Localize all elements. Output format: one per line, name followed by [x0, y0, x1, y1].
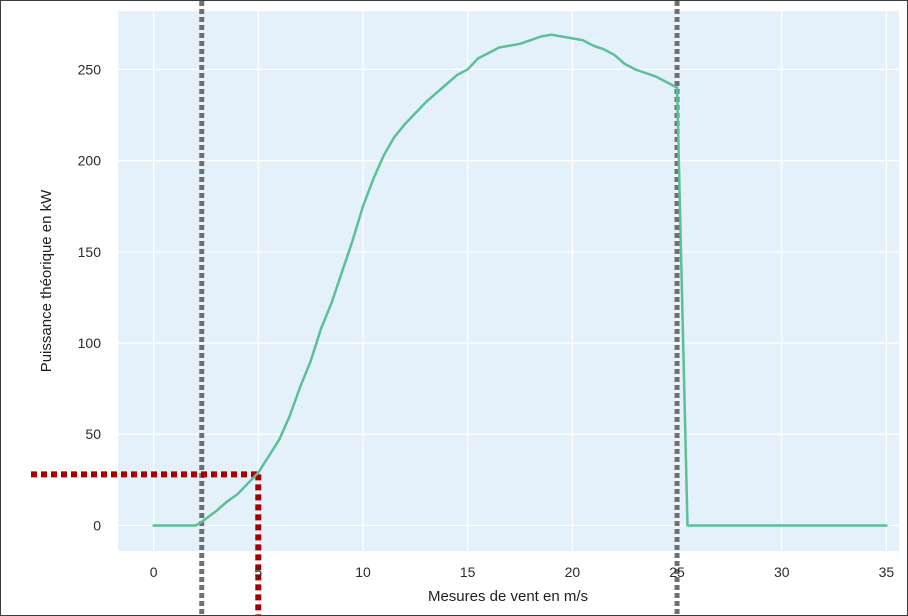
x-tick-label-35: 35 [879, 564, 895, 580]
y-tick-label-200: 200 [78, 153, 102, 169]
x-tick-label-30: 30 [774, 564, 790, 580]
x-tick-label-10: 10 [355, 564, 371, 580]
series-layer [152, 33, 888, 527]
series-line-0 [152, 33, 888, 527]
y-axis-label: Puissance théorique en kW [38, 189, 55, 372]
x-tick-label-15: 15 [460, 564, 476, 580]
y-tick-label-150: 150 [78, 244, 102, 260]
x-axis-label: Mesures de vent en m/s [428, 588, 588, 605]
grid-lines [118, 11, 899, 551]
y-tick-label-100: 100 [78, 335, 102, 351]
x-tick-label-5: 5 [254, 564, 262, 580]
y-tick-labels: 0 50 100 150 200 250 [78, 61, 102, 533]
x-tick-labels: 0 5 10 15 20 25 30 35 [150, 564, 895, 580]
x-tick-label-20: 20 [565, 564, 581, 580]
x-tick-label-0: 0 [150, 564, 158, 580]
y-tick-label-250: 250 [78, 61, 102, 77]
reference-lines [31, 1, 680, 615]
x-tick-label-25: 25 [669, 564, 685, 580]
plot-area [118, 11, 899, 551]
y-tick-label-50: 50 [85, 426, 101, 442]
y-tick-label-0: 0 [93, 517, 101, 533]
